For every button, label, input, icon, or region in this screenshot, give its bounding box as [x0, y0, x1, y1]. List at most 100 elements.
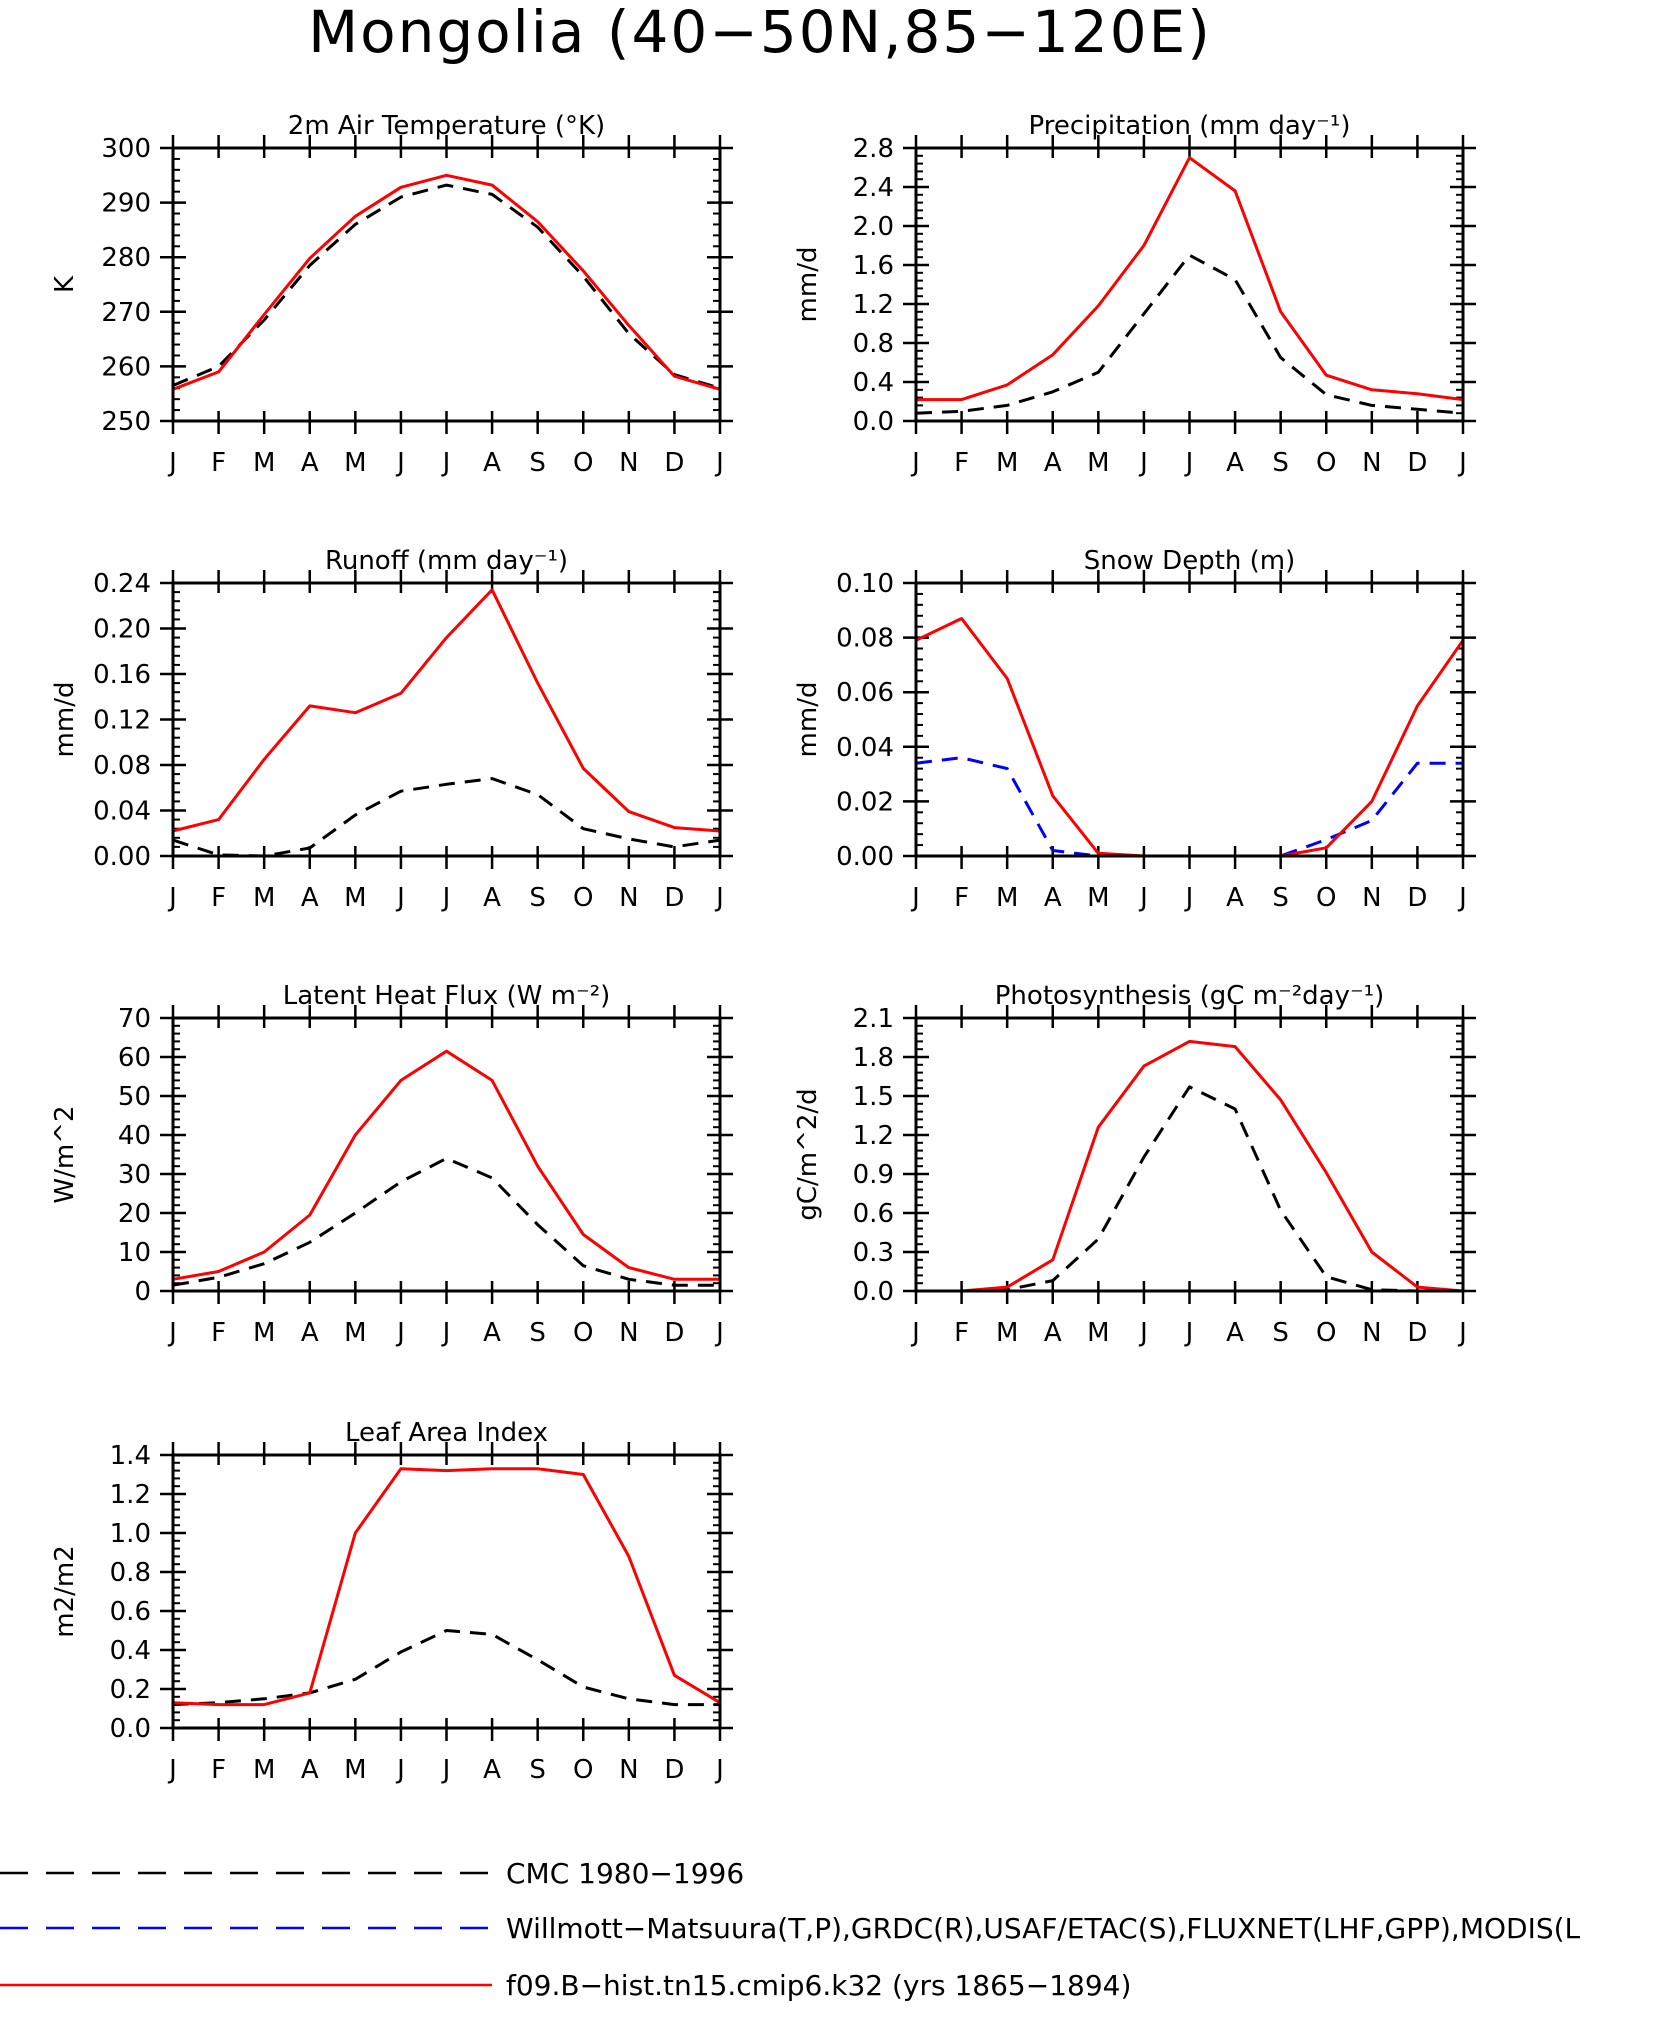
x-tick-label: J [1138, 1318, 1148, 1348]
x-tick-label: D [664, 1755, 684, 1785]
x-tick-label: J [395, 1318, 405, 1348]
plot-frame [171, 146, 722, 423]
series-line-model [172, 1467, 721, 1707]
x-tick-label: J [167, 448, 177, 478]
y-tick-label: 0.12 [93, 706, 151, 736]
y-tick-label: 0.9 [853, 1160, 894, 1190]
series-line-model [172, 173, 721, 391]
x-tick-label: F [211, 883, 226, 913]
x-tick-label: M [253, 1318, 275, 1348]
x-tick-label: A [1226, 883, 1244, 913]
legend-label: f09.B−hist.tn15.cmip6.k32 (yrs 1865−1894… [506, 1969, 1131, 2002]
y-tick-label: 40 [118, 1121, 151, 1151]
plot-frame [914, 581, 1465, 858]
series-line-model [916, 156, 1464, 402]
x-tick-label: J [441, 1755, 451, 1785]
x-tick-label: M [253, 448, 275, 478]
x-tick-label: N [619, 1755, 638, 1785]
y-tick-label: 2.0 [853, 212, 894, 242]
legend-label: CMC 1980−1996 [506, 1857, 744, 1890]
x-tick-label: S [529, 1318, 546, 1348]
y-tick-label: 1.4 [110, 1441, 151, 1471]
y-tick-label: 0.24 [93, 569, 151, 599]
chart-panel: Precipitation (mm day⁻¹)mm/d0.00.40.81.2… [793, 111, 1476, 478]
x-tick-label: J [167, 1318, 177, 1348]
y-tick-label: 0 [134, 1277, 151, 1307]
x-tick-label: A [301, 1318, 319, 1348]
x-tick-label: D [1407, 1318, 1427, 1348]
y-tick-label: 0.08 [836, 624, 894, 654]
x-tick-label: O [573, 448, 593, 478]
series-line-obs2 [915, 756, 1463, 858]
x-tick-label: J [714, 1755, 724, 1785]
x-tick-label: O [1316, 448, 1336, 478]
x-tick-label: N [1362, 448, 1381, 478]
plot-frame [171, 581, 722, 858]
y-tick-label: 0.0 [853, 407, 894, 437]
x-tick-label: S [529, 1755, 546, 1785]
y-tick-label: 0.4 [110, 1636, 151, 1666]
x-tick-label: J [910, 448, 920, 478]
x-tick-label: J [395, 1755, 405, 1785]
x-tick-label: J [910, 1318, 920, 1348]
x-tick-label: A [483, 1318, 501, 1348]
x-tick-label: J [910, 883, 920, 913]
x-tick-label: D [664, 883, 684, 913]
y-tick-label: 0.00 [836, 842, 894, 872]
series-line-model [916, 1039, 1464, 1293]
x-tick-label: M [996, 1318, 1018, 1348]
series-line-obs [172, 1629, 720, 1707]
y-tick-label: 0.04 [836, 733, 894, 763]
x-tick-label: O [573, 1318, 593, 1348]
x-tick-label: F [954, 883, 969, 913]
x-tick-label: A [483, 448, 501, 478]
legend-label: Willmott−Matsuura(T,P),GRDC(R),USAF/ETAC… [506, 1912, 1581, 1945]
y-axis-label: m2/m2 [50, 1545, 80, 1638]
x-tick-label: A [1226, 448, 1244, 478]
x-tick-label: A [301, 883, 319, 913]
x-tick-label: S [1272, 883, 1289, 913]
x-tick-label: A [1044, 1318, 1062, 1348]
y-tick-label: 0.06 [836, 678, 894, 708]
y-tick-label: 300 [101, 134, 151, 164]
y-tick-label: 0.8 [110, 1558, 151, 1588]
chart-panel: Leaf Area Indexm2/m20.00.20.40.60.81.01.… [50, 1418, 733, 1785]
y-tick-label: 0.10 [836, 569, 894, 599]
x-tick-label: D [664, 448, 684, 478]
y-tick-label: 0.02 [836, 787, 894, 817]
x-tick-label: M [253, 1755, 275, 1785]
y-tick-label: 1.8 [853, 1043, 894, 1073]
x-tick-label: F [211, 1755, 226, 1785]
x-tick-label: A [301, 1755, 319, 1785]
y-tick-label: 0.3 [853, 1238, 894, 1268]
y-tick-label: 0.0 [853, 1277, 894, 1307]
x-tick-label: J [1138, 448, 1148, 478]
x-tick-label: J [441, 883, 451, 913]
y-tick-label: 280 [101, 243, 151, 273]
x-tick-label: N [1362, 883, 1381, 913]
y-tick-label: 0.08 [93, 751, 151, 781]
x-tick-label: N [1362, 1318, 1381, 1348]
series-line-obs [172, 183, 721, 390]
y-tick-label: 250 [101, 407, 151, 437]
x-tick-label: A [301, 448, 319, 478]
y-tick-label: 1.6 [853, 251, 894, 281]
y-tick-label: 1.2 [110, 1480, 151, 1510]
x-tick-label: J [1457, 883, 1467, 913]
x-tick-label: F [954, 448, 969, 478]
plot-frame [171, 1453, 722, 1730]
x-tick-label: M [1087, 448, 1109, 478]
figure-title: Mongolia (40−50N,85−120E) [308, 0, 1212, 66]
series-line-obs [915, 253, 1464, 415]
y-tick-label: 2.1 [853, 1004, 894, 1034]
chart-panel: 2m Air Temperature (°K)K2502602702802903… [50, 111, 733, 478]
x-tick-label: A [1044, 883, 1062, 913]
series-line-model [172, 588, 721, 833]
y-tick-label: 50 [118, 1082, 151, 1112]
y-tick-label: 1.0 [110, 1519, 151, 1549]
y-tick-label: 20 [118, 1199, 151, 1229]
series-line-model [915, 617, 1465, 858]
chart-panels: 2m Air Temperature (°K)K2502602702802903… [50, 111, 1476, 1785]
plot-frame [171, 1016, 722, 1293]
